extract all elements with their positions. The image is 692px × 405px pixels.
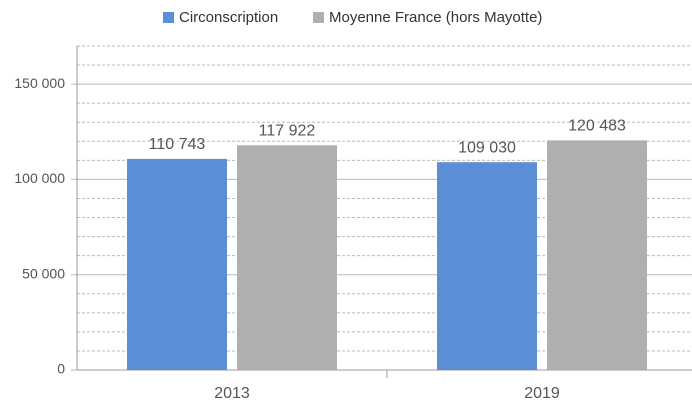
y-tick-label: 50 000 — [22, 265, 65, 281]
y-tick-label: 0 — [57, 361, 65, 377]
value-label: 110 743 — [149, 136, 206, 153]
bar — [437, 162, 537, 370]
legend-swatch — [313, 12, 324, 23]
legend-label: Moyenne France (hors Mayotte) — [329, 9, 542, 26]
value-label: 109 030 — [458, 139, 516, 156]
value-label: 117 922 — [259, 122, 316, 139]
y-tick-label: 150 000 — [14, 75, 65, 91]
bar — [547, 140, 647, 370]
bar — [127, 158, 227, 370]
y-tick-label: 100 000 — [14, 170, 65, 186]
legend-label: Circonscription — [179, 9, 278, 26]
x-tick-label: 2019 — [524, 385, 560, 402]
legend-swatch — [163, 12, 174, 23]
value-label: 120 483 — [568, 118, 626, 135]
bar — [237, 145, 337, 370]
x-tick-label: 2013 — [214, 385, 250, 402]
